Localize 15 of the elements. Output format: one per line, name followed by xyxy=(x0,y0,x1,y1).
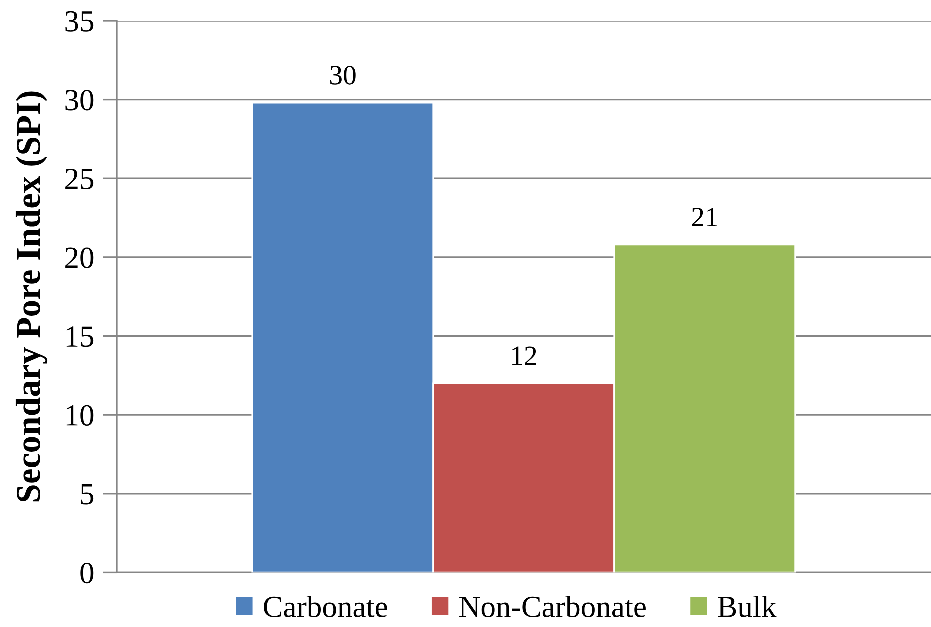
data-label: 21 xyxy=(692,208,718,226)
y-tick-label: 30 xyxy=(66,90,94,111)
y-tick-label: 10 xyxy=(66,405,94,426)
y-tick-label: 20 xyxy=(66,248,94,268)
y-tick-label: 25 xyxy=(66,168,94,190)
y-tick-label: 0 xyxy=(80,562,94,584)
y-tick-label: 5 xyxy=(81,484,94,505)
data-label: 30 xyxy=(330,66,356,85)
data-label: 12 xyxy=(512,346,536,366)
y-axis-title: Secondary Pore Index (SPI) xyxy=(16,92,48,502)
y-tick-label: 35 xyxy=(66,11,94,32)
legend-label: Bulk xyxy=(718,596,777,618)
legend-label: Non-Carbonate xyxy=(460,596,646,618)
legend-label: Carbonate xyxy=(264,596,388,618)
y-tick-label: 15 xyxy=(66,326,94,348)
